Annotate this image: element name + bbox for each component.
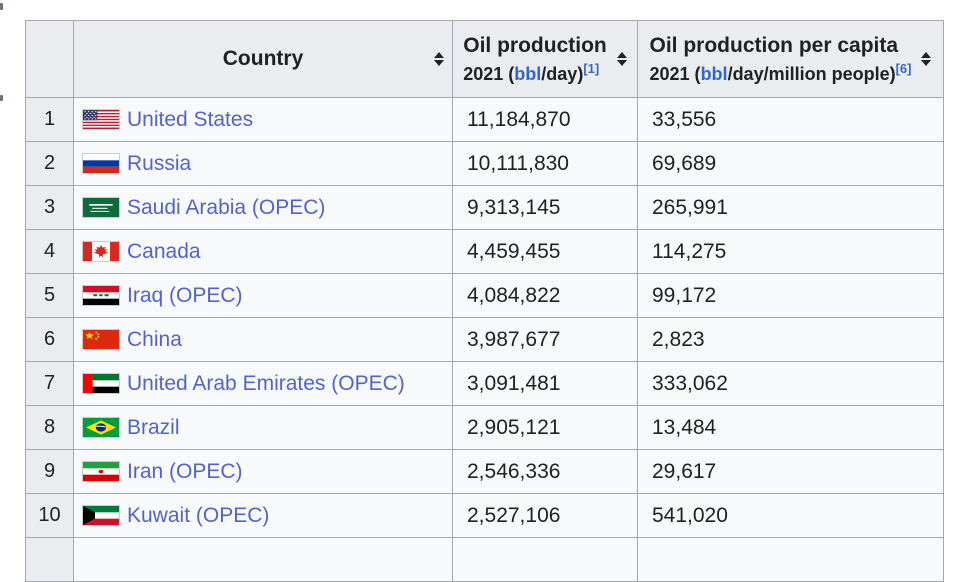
production-value: 2,546,336 bbox=[452, 449, 638, 494]
iran-flag-icon bbox=[83, 462, 119, 481]
country-link[interactable]: United Arab Emirates (OPEC) bbox=[127, 371, 405, 395]
per-capita-value: 541,020 bbox=[637, 493, 944, 538]
table-row: 3 Saudi Arabia (OPEC) 9,313,145 265,991 bbox=[25, 185, 944, 230]
table-row: 2 Russia 10,111,830 69,689 bbox=[25, 141, 944, 186]
country-link[interactable]: United States bbox=[127, 107, 254, 131]
canada-flag-icon bbox=[83, 242, 119, 261]
table-row: 6 China 3,987,677 2,823 bbox=[25, 317, 944, 362]
bbl-link[interactable]: bbl bbox=[514, 64, 542, 85]
rank-cell: 6 bbox=[25, 317, 74, 362]
per-capita-value: 114,275 bbox=[637, 229, 944, 274]
country-link[interactable]: Brazil bbox=[127, 415, 180, 439]
rank-cell: 4 bbox=[25, 229, 74, 274]
rank-cell: 5 bbox=[25, 273, 74, 318]
per-capita-value: 29,617 bbox=[637, 449, 944, 494]
per-capita-value: 33,556 bbox=[637, 97, 944, 142]
reference-link-1[interactable]: [1] bbox=[583, 61, 600, 77]
table-row: 7 United Arab Emirates (OPEC) 3,091,481 … bbox=[25, 361, 944, 406]
united-arab-emirates-flag-icon bbox=[83, 374, 119, 393]
china-flag-icon bbox=[83, 330, 119, 349]
per-capita-value: 69,689 bbox=[637, 141, 944, 186]
sort-down-arrow-icon bbox=[616, 60, 627, 66]
production-value: 10,111,830 bbox=[452, 141, 638, 186]
united-states-flag-icon bbox=[83, 110, 119, 129]
rank-cell: 3 bbox=[25, 185, 74, 230]
per-capita-column-header[interactable]: Oil production per capita 2021 (bbl/day/… bbox=[637, 20, 944, 98]
sort-icon[interactable] bbox=[434, 52, 444, 66]
table-row: 10 Kuwait (OPEC) 2,527,106 541,020 bbox=[25, 493, 944, 538]
brazil-flag-icon bbox=[83, 418, 119, 437]
bbl-link[interactable]: bbl bbox=[700, 64, 728, 85]
table-row: 9 Iran (OPEC) 2,546,336 29,617 bbox=[25, 449, 944, 494]
per-capita-value: 99,172 bbox=[637, 273, 944, 318]
production-value: 3,091,481 bbox=[452, 361, 638, 406]
rank-cell: 9 bbox=[25, 449, 74, 494]
page-edge-artifact bbox=[0, 95, 3, 101]
country-header-label: Country bbox=[222, 47, 304, 70]
production-value: 2,905,121 bbox=[452, 405, 638, 450]
per-capita-value: 265,991 bbox=[637, 185, 944, 230]
country-link[interactable]: Kuwait (OPEC) bbox=[127, 503, 270, 527]
production-value: 4,459,455 bbox=[452, 229, 638, 274]
country-link[interactable]: China bbox=[127, 327, 182, 351]
table-row-partial bbox=[25, 537, 944, 582]
sort-up-arrow-icon bbox=[616, 52, 627, 58]
production-column-header[interactable]: Oil production 2021 (bbl/day)[1] bbox=[452, 20, 638, 98]
country-link[interactable]: Canada bbox=[127, 239, 201, 263]
rank-cell: 10 bbox=[25, 493, 74, 538]
production-value: 11,184,870 bbox=[452, 97, 638, 142]
sort-up-arrow-icon bbox=[434, 52, 444, 58]
reference-link-6[interactable]: [6] bbox=[895, 61, 912, 77]
country-column-header[interactable]: Country bbox=[73, 20, 453, 98]
oil-production-table: Country Oil production 2021 (bbl/day)[1]… bbox=[25, 20, 944, 582]
sort-down-arrow-icon bbox=[434, 60, 444, 66]
rank-cell: 2 bbox=[25, 141, 74, 186]
production-value: 2,527,106 bbox=[452, 493, 638, 538]
production-value: 4,084,822 bbox=[452, 273, 638, 318]
country-link[interactable]: Iran (OPEC) bbox=[127, 459, 243, 483]
rank-cell: 7 bbox=[25, 361, 74, 406]
sort-icon[interactable] bbox=[616, 52, 627, 66]
production-value: 3,987,677 bbox=[452, 317, 638, 362]
table-row: 4 Canada 4,459,455 114,275 bbox=[25, 229, 944, 274]
kuwait-flag-icon bbox=[83, 506, 119, 525]
table-row: 5 Iraq (OPEC) 4,084,822 99,172 bbox=[25, 273, 944, 318]
per-capita-header-subtitle: 2021 (bbl/day/million people)[6] bbox=[649, 61, 912, 85]
rank-cell: 8 bbox=[25, 405, 74, 450]
rank-column-header bbox=[25, 20, 74, 98]
production-header-subtitle: 2021 (bbl/day)[1] bbox=[463, 61, 600, 85]
country-link[interactable]: Saudi Arabia (OPEC) bbox=[127, 195, 326, 219]
country-link[interactable]: Iraq (OPEC) bbox=[127, 283, 243, 307]
production-header-title: Oil production bbox=[463, 33, 607, 57]
per-capita-header-title: Oil production per capita bbox=[649, 33, 899, 57]
rank-cell: 1 bbox=[25, 97, 74, 142]
saudi-arabia-flag-icon bbox=[83, 198, 119, 217]
per-capita-value: 2,823 bbox=[637, 317, 944, 362]
table-row: 8 Brazil 2,905,121 13,484 bbox=[25, 405, 944, 450]
sort-icon[interactable] bbox=[921, 52, 932, 66]
production-value: 9,313,145 bbox=[452, 185, 638, 230]
russia-flag-icon bbox=[83, 154, 119, 173]
table-row: 1 United States 11,184,870 33,556 bbox=[25, 97, 944, 142]
iraq-flag-icon bbox=[83, 286, 119, 305]
per-capita-value: 13,484 bbox=[637, 405, 944, 450]
header-row: Country Oil production 2021 (bbl/day)[1]… bbox=[25, 20, 944, 98]
per-capita-value: 333,062 bbox=[637, 361, 944, 406]
sort-up-arrow-icon bbox=[921, 52, 932, 58]
page-edge-artifact bbox=[0, 3, 3, 10]
sort-down-arrow-icon bbox=[921, 60, 932, 66]
country-link[interactable]: Russia bbox=[127, 151, 192, 175]
